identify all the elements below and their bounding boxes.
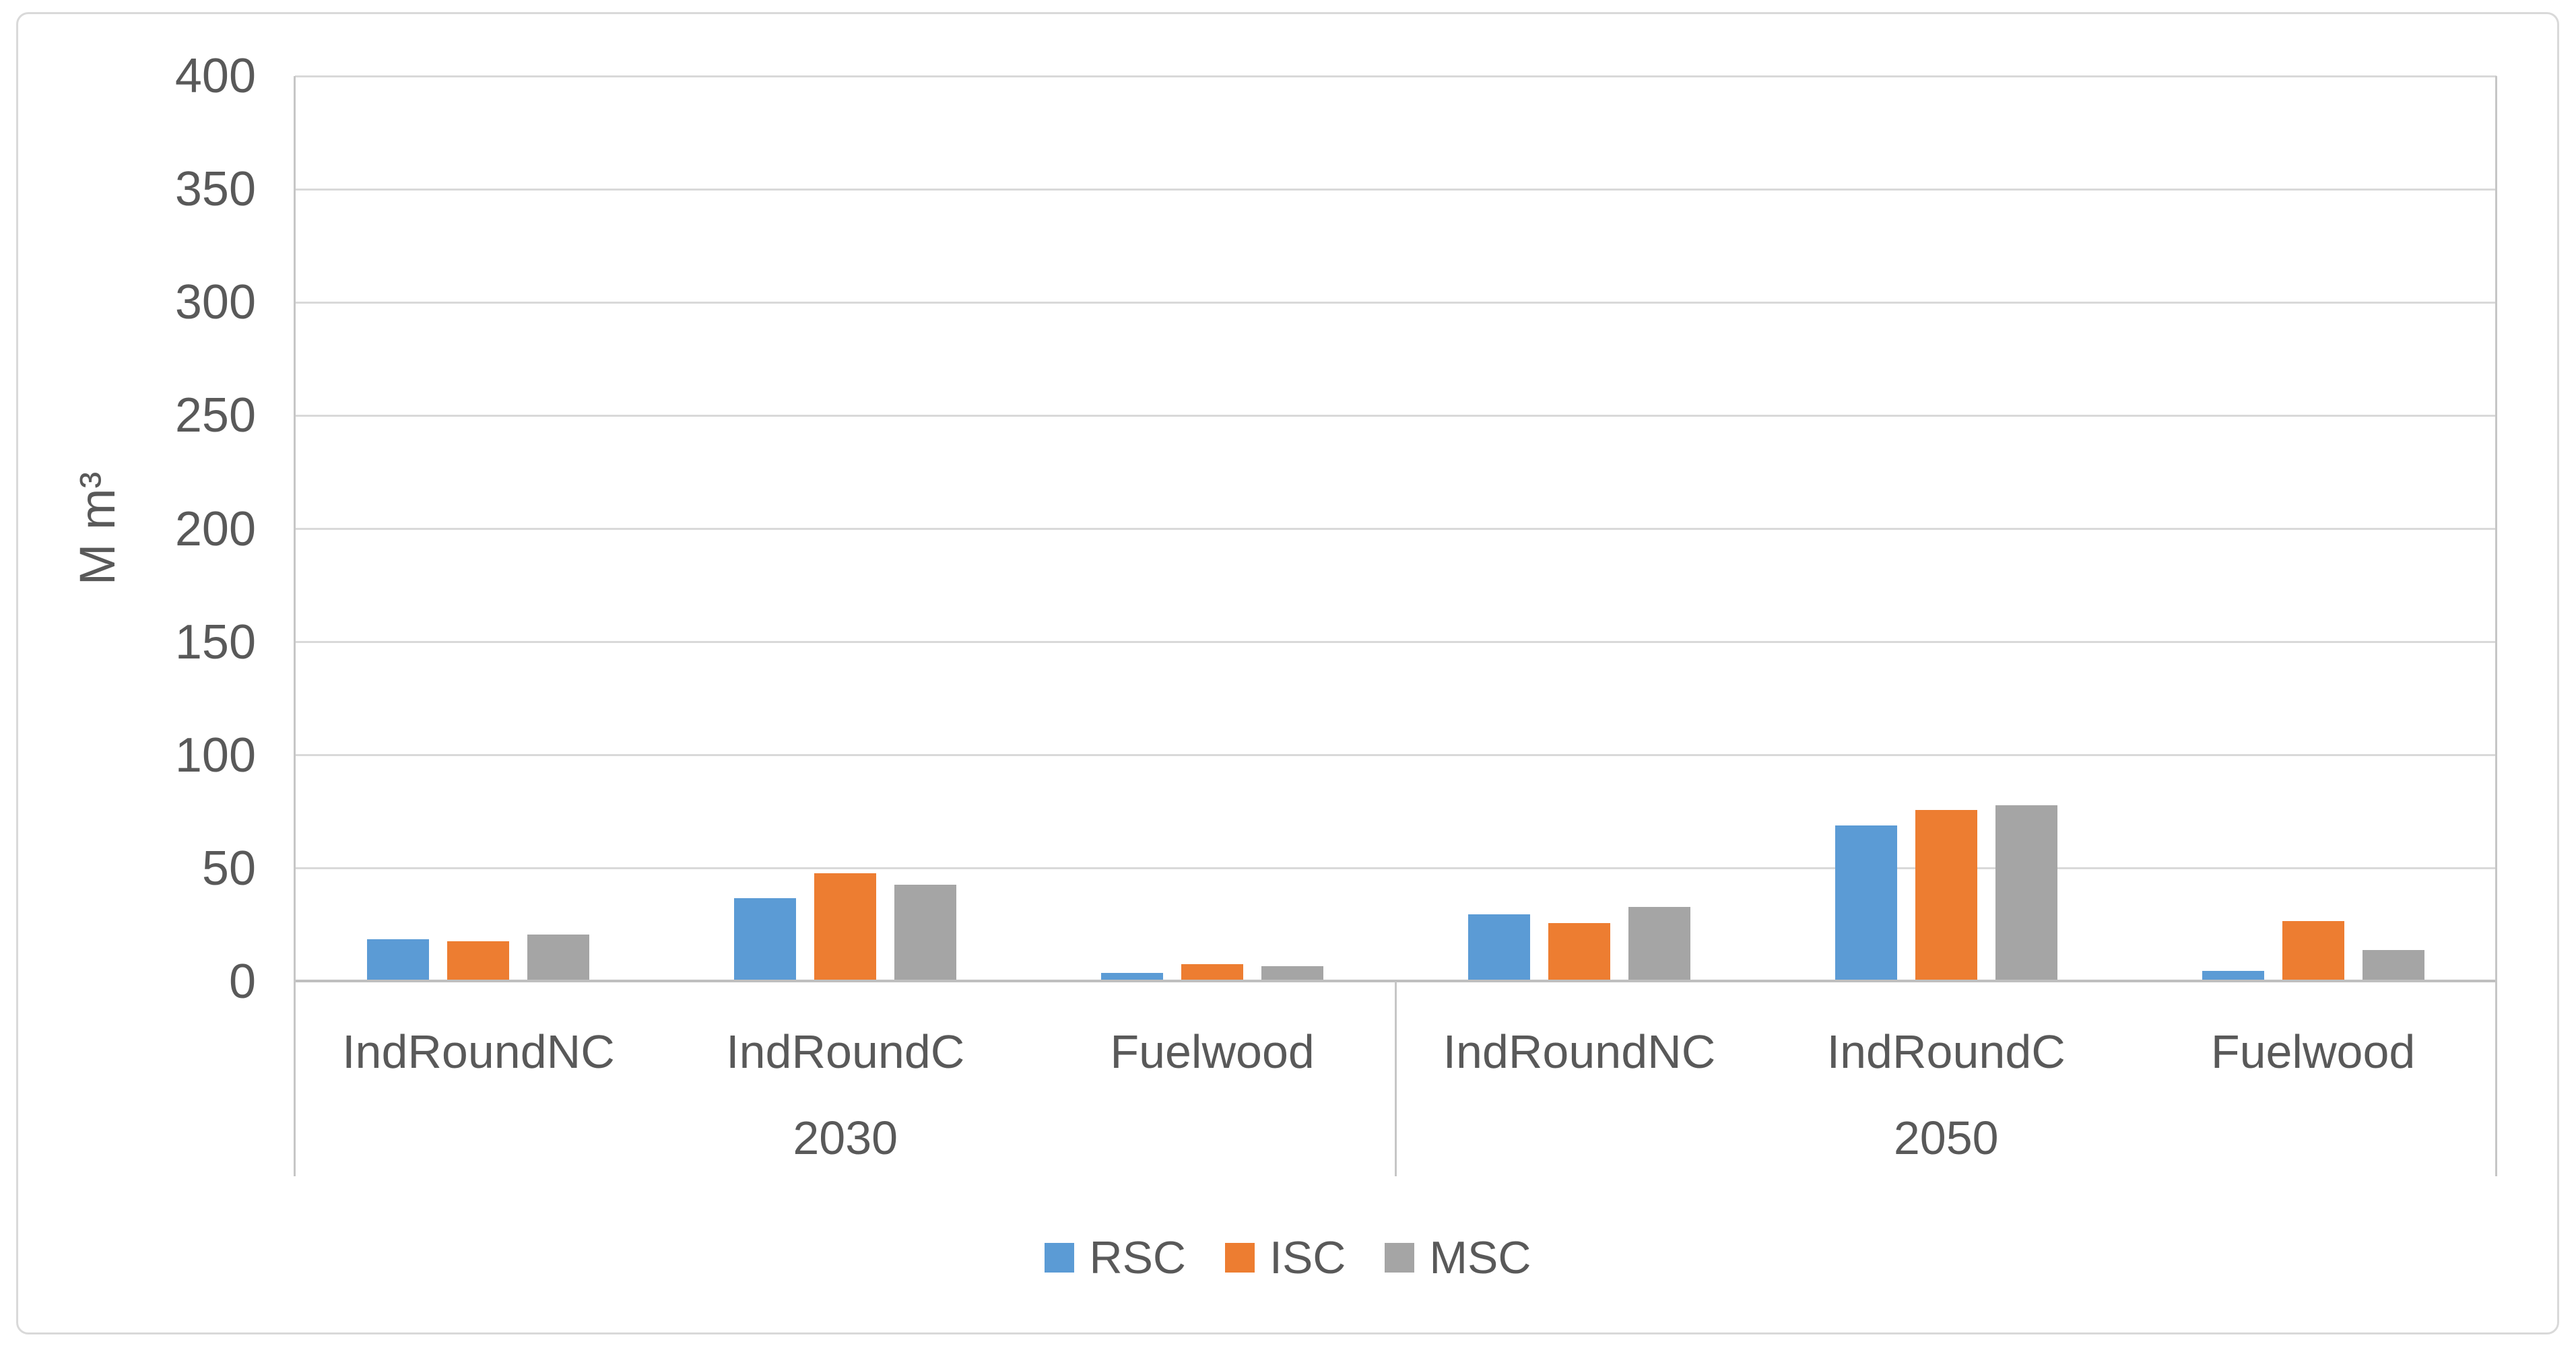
y-axis-border-line	[2495, 76, 2497, 1176]
category-label-2050-Fuelwood: Fuelwood	[2210, 1025, 2416, 1078]
gridline-200	[295, 528, 2497, 530]
y-tick-label-400: 400	[174, 49, 256, 103]
gridline-250	[295, 414, 2497, 417]
y-tick-label-150: 150	[174, 615, 256, 669]
legend-swatch-RSC	[1045, 1243, 1075, 1273]
group-label-2050: 2050	[1893, 1112, 1999, 1164]
bar-RSC-2050-IndRoundNC	[1467, 914, 1530, 980]
legend-label-MSC: MSC	[1429, 1232, 1531, 1283]
bar-RSC-2030-Fuelwood	[1101, 972, 1164, 980]
group-label-2030: 2030	[793, 1112, 898, 1164]
legend-swatch-ISC	[1225, 1243, 1255, 1273]
bar-ISC-2030-Fuelwood	[1181, 963, 1244, 980]
bar-MSC-2050-IndRoundC	[1995, 805, 2057, 980]
category-label-2030-IndRoundNC: IndRoundNC	[342, 1025, 615, 1078]
y-tick-label-50: 50	[201, 841, 256, 895]
bar-MSC-2050-Fuelwood	[2362, 950, 2424, 980]
y-axis-border-line	[294, 76, 296, 1176]
legend-swatch-MSC	[1385, 1243, 1415, 1273]
y-tick-label-200: 200	[174, 502, 256, 556]
y-tick-label-0: 0	[228, 955, 256, 1009]
bar-ISC-2050-IndRoundNC	[1548, 922, 1610, 980]
legend-label-ISC: ISC	[1269, 1232, 1346, 1283]
bar-MSC-2030-IndRoundC	[894, 884, 957, 980]
gridline-100	[295, 754, 2497, 757]
category-label-2030-IndRoundC: IndRoundC	[726, 1025, 965, 1078]
legend: RSC ISC MSC	[0, 1231, 2576, 1285]
legend-item-ISC: ISC	[1225, 1231, 1346, 1285]
gridline-150	[295, 641, 2497, 644]
gridline-400	[295, 75, 2497, 77]
category-label-2030-Fuelwood: Fuelwood	[1110, 1025, 1315, 1078]
plot-area	[295, 75, 2497, 982]
bar-MSC-2030-IndRoundNC	[527, 934, 590, 980]
y-tick-label-100: 100	[174, 728, 256, 782]
legend-label-RSC: RSC	[1089, 1232, 1187, 1283]
bar-ISC-2050-Fuelwood	[2282, 920, 2344, 980]
chart-border	[16, 12, 2559, 1334]
y-tick-label-250: 250	[174, 388, 256, 443]
bar-RSC-2030-IndRoundNC	[367, 939, 430, 980]
y-tick-label-350: 350	[174, 162, 256, 217]
gridline-350	[295, 188, 2497, 191]
bar-ISC-2030-IndRoundC	[814, 873, 877, 980]
legend-item-RSC: RSC	[1045, 1231, 1186, 1285]
category-label-2050-IndRoundNC: IndRoundNC	[1443, 1025, 1716, 1078]
category-label-2050-IndRoundC: IndRoundC	[1826, 1025, 2066, 1078]
bar-MSC-2030-Fuelwood	[1261, 966, 1324, 980]
bar-MSC-2050-IndRoundNC	[1628, 907, 1690, 980]
gridline-50	[295, 867, 2497, 870]
y-tick-label-300: 300	[174, 275, 256, 330]
x-axis-baseline	[295, 980, 2497, 982]
group-separator-tick	[1394, 982, 1397, 1176]
bar-RSC-2050-Fuelwood	[2202, 970, 2264, 980]
bar-ISC-2050-IndRoundC	[1915, 809, 1977, 980]
legend-item-MSC: MSC	[1385, 1231, 1531, 1285]
bar-RSC-2030-IndRoundC	[734, 898, 797, 980]
gridline-300	[295, 301, 2497, 304]
bar-RSC-2050-IndRoundC	[1835, 825, 1897, 980]
bar-ISC-2030-IndRoundNC	[447, 941, 510, 980]
